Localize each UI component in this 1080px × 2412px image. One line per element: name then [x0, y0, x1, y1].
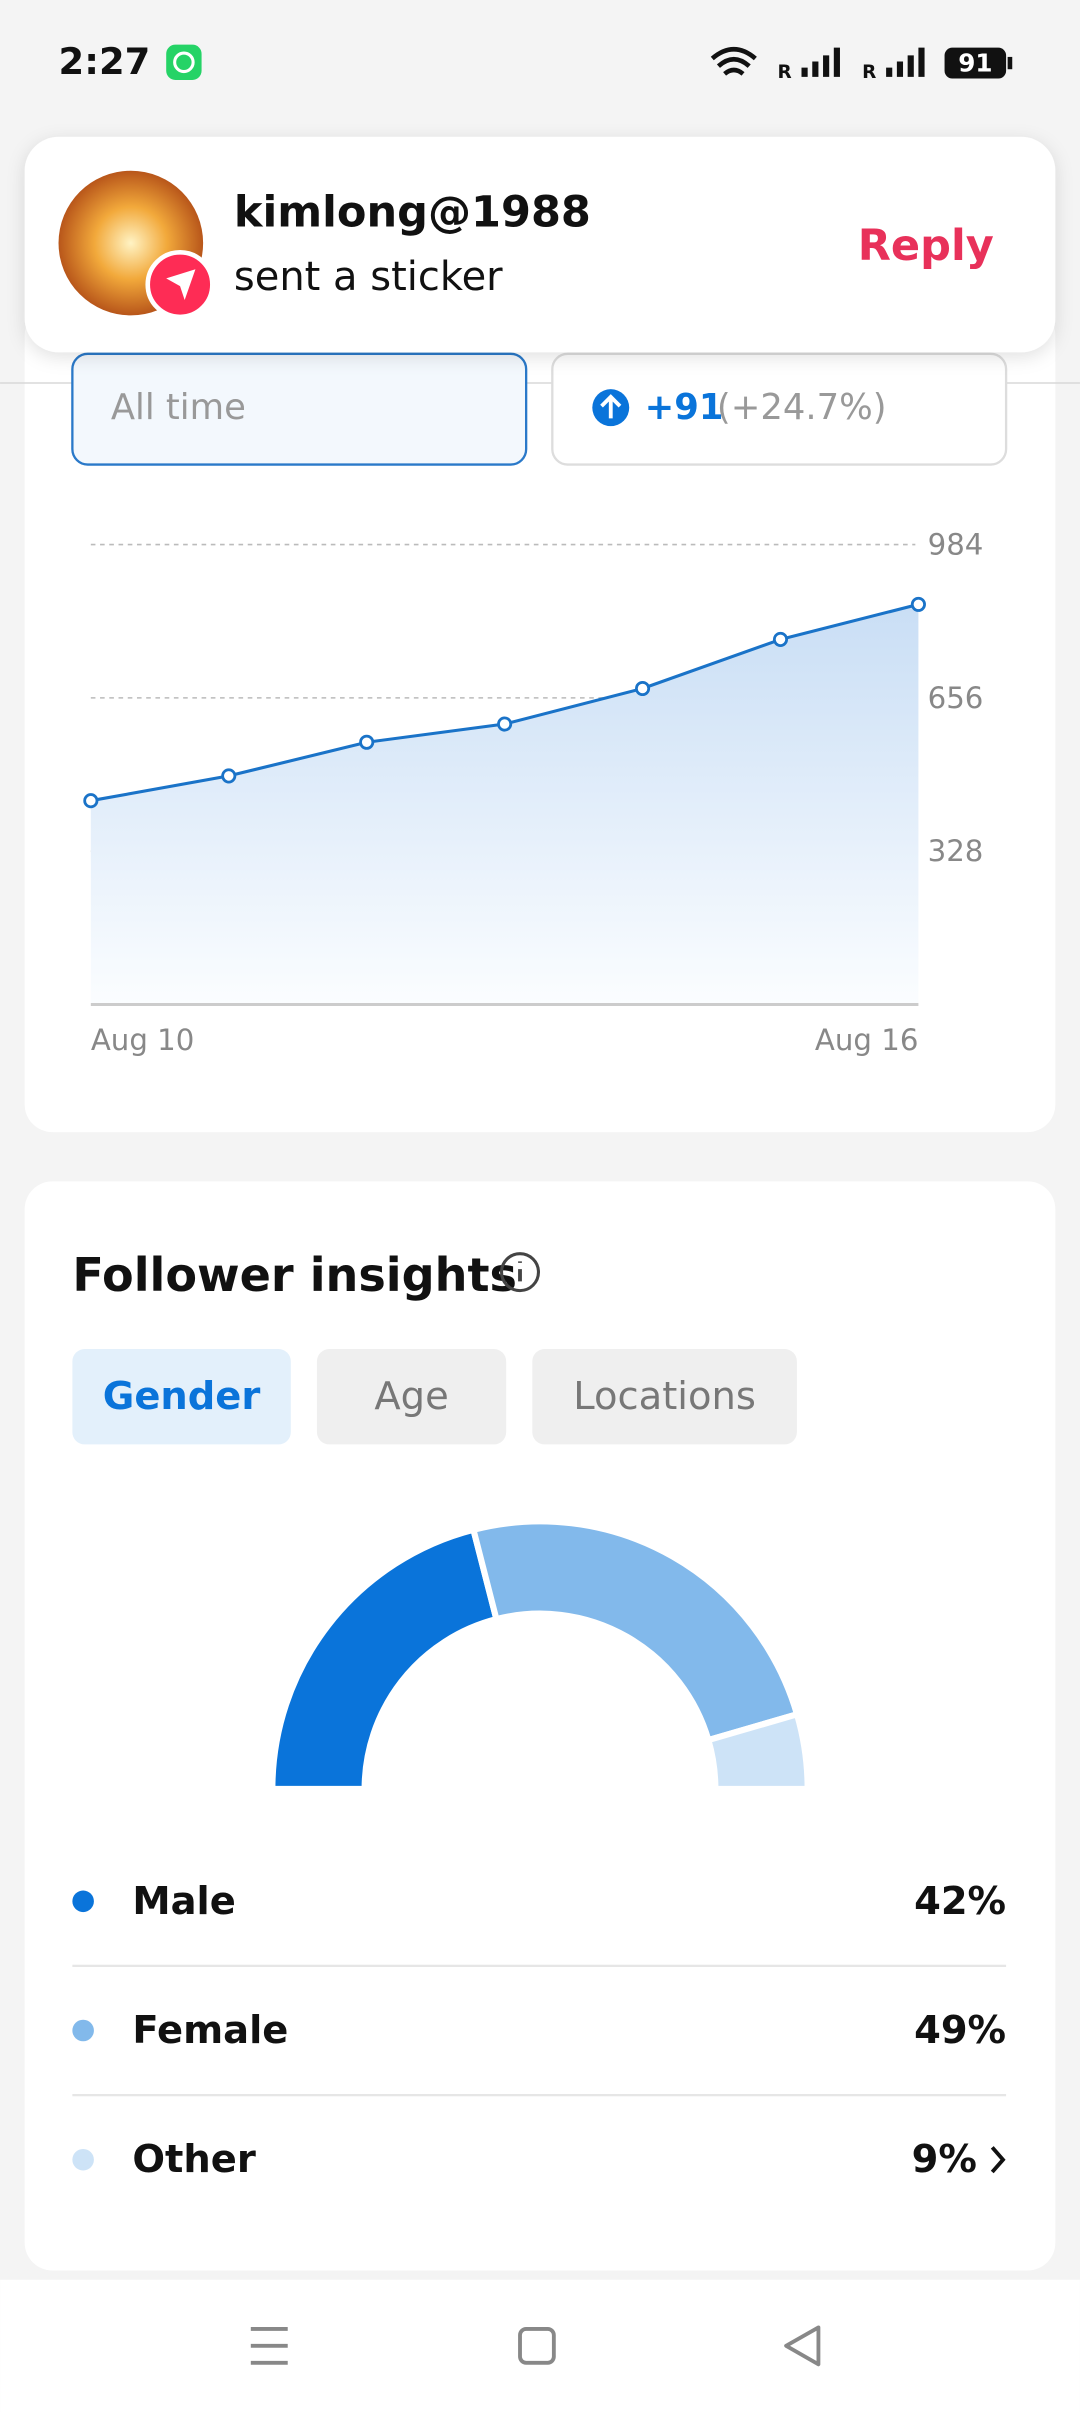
- legend-dot: [72, 2019, 94, 2042]
- clock: 2:27: [59, 40, 151, 83]
- tab[interactable]: [316, 1349, 507, 1445]
- reply-button[interactable]: Reply: [858, 221, 994, 271]
- tabs: Gender Age Locations: [72, 1349, 797, 1445]
- chevron[interactable]: [990, 2146, 1006, 2174]
- tab[interactable]: [532, 1349, 797, 1445]
- battery: [944, 47, 1007, 79]
- line-chart: 328 656 984 Aug 10 Aug 16: [83, 528, 984, 1057]
- period-selector[interactable]: [71, 352, 528, 466]
- donut-mask: [266, 1789, 814, 1799]
- sim-label: R: [777, 62, 791, 83]
- insights-title: Follower insights: [72, 1248, 517, 1302]
- legend-label: Male: [132, 1879, 235, 1924]
- legend: Male 42% Female 49% Other 9%: [72, 1879, 1007, 2182]
- legend-value: 49%: [914, 2008, 1006, 2053]
- point: [910, 596, 926, 612]
- back-button[interactable]: [784, 2325, 821, 2367]
- y-tick-label: 328: [928, 834, 984, 868]
- y-tick-label: 984: [928, 528, 984, 562]
- info-icon[interactable]: [500, 1252, 540, 1293]
- notification-message: sent a sticker: [234, 254, 503, 300]
- wifi-icon: [710, 46, 757, 76]
- tab[interactable]: [72, 1349, 291, 1445]
- insights-card: [24, 1181, 1056, 2271]
- whatsapp-icon: [166, 44, 202, 80]
- change-value: +91: [645, 387, 724, 428]
- up-arrow: [600, 394, 622, 419]
- legend-dot: [72, 1890, 94, 1913]
- send-glyph: [166, 269, 196, 300]
- signal-icon: [886, 47, 925, 77]
- area: [90, 604, 919, 1005]
- period-label: All time: [111, 387, 246, 428]
- change-box: [551, 352, 1008, 466]
- point: [83, 793, 99, 809]
- home-button[interactable]: [518, 2327, 556, 2365]
- nav-bar: [0, 2279, 1080, 2412]
- tab-label: Gender: [103, 1374, 261, 1419]
- legend-label: Female: [132, 2008, 288, 2053]
- battery-level: 91: [958, 49, 992, 78]
- point: [635, 680, 651, 697]
- battery-tip: [1007, 56, 1013, 70]
- point: [221, 768, 237, 784]
- legend-value: 9%: [912, 2137, 977, 2182]
- whatsapp-glyph: [173, 51, 195, 74]
- tab-label: Age: [374, 1374, 448, 1419]
- legend-value: 42%: [914, 1879, 1006, 1924]
- change-percent: (+24.7%): [717, 387, 887, 428]
- legend-dot: [72, 2148, 94, 2171]
- sim-label: R: [862, 62, 876, 83]
- gender-chart: [266, 1518, 814, 1799]
- donut-segment: [269, 1526, 501, 1793]
- signal-icon: [801, 47, 840, 77]
- x-tick-label: Aug 16: [815, 1023, 919, 1057]
- point: [497, 716, 513, 732]
- notification-card[interactable]: [24, 136, 1056, 353]
- point: [359, 734, 375, 750]
- tab-label: Locations: [573, 1374, 756, 1419]
- x-tick-label: Aug 10: [91, 1023, 195, 1057]
- point: [772, 631, 789, 647]
- notification-user: kimlong@1988: [234, 187, 591, 237]
- y-tick-label: 656: [928, 681, 984, 715]
- legend-label: Other: [132, 2137, 255, 2182]
- donut-segment: [469, 1518, 801, 1744]
- menu-button[interactable]: [250, 2327, 288, 2365]
